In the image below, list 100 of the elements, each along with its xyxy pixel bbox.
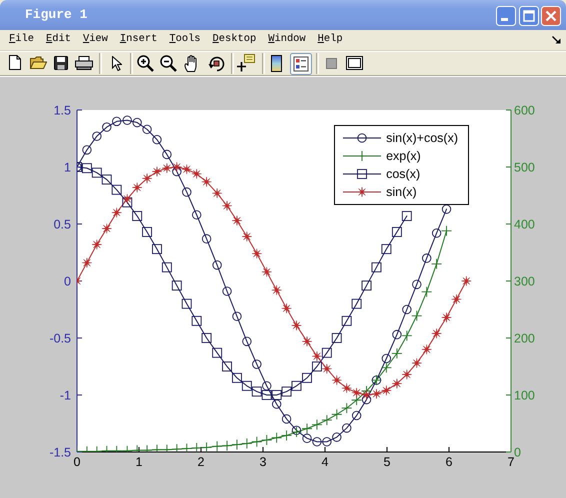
point — [82, 258, 92, 268]
point — [412, 280, 422, 290]
point — [271, 432, 282, 444]
legend-label: exp(x) — [386, 149, 421, 163]
point — [192, 210, 202, 220]
point — [332, 333, 342, 343]
point — [332, 375, 342, 386]
point — [102, 174, 112, 184]
x-tick-label: 2 — [198, 454, 205, 469]
point — [212, 440, 223, 452]
point — [112, 116, 122, 126]
point — [232, 439, 242, 450]
y-tick-label: 0.5 — [54, 217, 72, 232]
x-tick-label: 0 — [74, 454, 81, 469]
text: Help — [318, 33, 343, 45]
text: Tools — [169, 33, 201, 45]
point — [352, 388, 362, 398]
point — [262, 266, 272, 277]
point — [422, 344, 432, 354]
point — [361, 390, 372, 400]
point — [291, 320, 302, 331]
point — [182, 164, 192, 174]
y-tick-label: 0 — [64, 274, 72, 288]
x-tick-label: 3 — [260, 454, 267, 469]
point — [202, 234, 212, 244]
point — [122, 197, 132, 208]
point — [312, 362, 322, 372]
point — [132, 211, 142, 221]
point — [162, 262, 172, 272]
text: File — [9, 33, 34, 45]
y-tick-label: -0.5 — [49, 331, 72, 346]
text: Insert — [120, 33, 158, 45]
x-tick-label: 1 — [136, 454, 143, 469]
point — [212, 188, 222, 198]
point — [441, 225, 452, 236]
point — [92, 132, 102, 141]
point — [212, 260, 222, 270]
x-tick-label: 6 — [446, 454, 453, 469]
point — [302, 423, 312, 434]
point — [112, 184, 122, 195]
point — [251, 436, 262, 448]
point — [202, 176, 212, 187]
point — [281, 430, 292, 441]
point — [302, 372, 312, 383]
point — [182, 187, 192, 197]
point — [191, 442, 202, 452]
point — [442, 204, 452, 214]
point — [222, 286, 232, 296]
point — [212, 348, 222, 358]
point — [321, 414, 332, 426]
point — [362, 394, 372, 404]
point — [451, 294, 462, 304]
point — [241, 438, 252, 449]
point — [102, 122, 112, 132]
point — [282, 303, 292, 314]
y2-tick-label: 100 — [514, 388, 535, 402]
point — [242, 231, 252, 242]
point — [352, 410, 362, 420]
point — [391, 348, 402, 359]
point — [242, 336, 252, 346]
text: Desktop — [212, 33, 256, 45]
point — [380, 362, 392, 374]
point — [112, 208, 122, 218]
point — [172, 166, 182, 176]
y2-tick-label: 300 — [514, 274, 535, 288]
point — [162, 163, 172, 174]
point — [82, 145, 92, 155]
point — [392, 378, 402, 389]
point — [102, 224, 112, 234]
point — [132, 118, 142, 128]
point — [351, 394, 362, 406]
point — [92, 168, 102, 178]
point — [152, 134, 162, 144]
point — [192, 316, 202, 326]
point — [222, 362, 232, 372]
y-tick-label: -1.5 — [49, 445, 72, 460]
point — [372, 262, 382, 272]
point — [272, 399, 282, 409]
point — [432, 228, 442, 238]
point — [322, 348, 332, 358]
point — [431, 258, 442, 270]
point — [232, 312, 242, 321]
point — [92, 239, 102, 250]
point — [331, 408, 342, 420]
y2-tick-label: 400 — [514, 217, 535, 232]
point — [282, 414, 292, 424]
point — [272, 390, 282, 400]
x-tick-label: 7 — [508, 454, 515, 469]
point — [302, 434, 312, 443]
point — [402, 304, 412, 314]
point — [172, 280, 182, 291]
point — [122, 116, 132, 125]
point — [222, 440, 232, 452]
point — [332, 432, 342, 442]
y-tick-label: -1 — [60, 388, 72, 402]
point — [262, 390, 272, 400]
y2-tick-label: 200 — [514, 331, 535, 346]
point — [201, 442, 212, 452]
point — [192, 168, 202, 179]
legend-label: cos(x) — [386, 167, 420, 181]
